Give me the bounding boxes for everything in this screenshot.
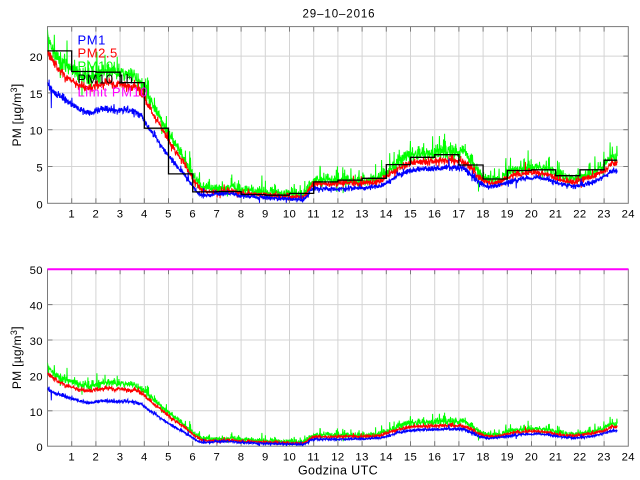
svg-text:7: 7 — [214, 452, 221, 464]
svg-text:10: 10 — [283, 452, 296, 464]
svg-text:8: 8 — [238, 452, 245, 464]
svg-text:6: 6 — [189, 452, 196, 464]
svg-text:PM2.5: PM2.5 — [78, 46, 118, 61]
svg-text:24: 24 — [622, 452, 635, 464]
svg-text:23: 23 — [597, 452, 610, 464]
svg-text:PM10 1h: PM10 1h — [78, 72, 134, 87]
svg-text:15: 15 — [30, 89, 43, 101]
svg-text:9: 9 — [262, 209, 269, 221]
svg-text:18: 18 — [476, 452, 489, 464]
svg-text:21: 21 — [549, 209, 562, 221]
svg-text:14: 14 — [380, 209, 393, 221]
svg-text:6: 6 — [189, 209, 196, 221]
svg-text:5: 5 — [165, 452, 172, 464]
svg-text:3: 3 — [117, 209, 124, 221]
svg-text:11: 11 — [307, 452, 320, 464]
svg-text:40: 40 — [30, 301, 43, 313]
svg-text:1: 1 — [68, 209, 75, 221]
svg-text:12: 12 — [331, 452, 344, 464]
svg-text:4: 4 — [141, 209, 148, 221]
svg-text:22: 22 — [573, 209, 586, 221]
svg-text:10: 10 — [30, 407, 43, 419]
svg-text:Godzina UTC: Godzina UTC — [298, 464, 378, 478]
svg-text:15: 15 — [404, 209, 417, 221]
svg-text:12: 12 — [331, 209, 344, 221]
svg-text:7: 7 — [214, 209, 221, 221]
svg-text:Limit PM10: Limit PM10 — [78, 85, 149, 100]
svg-text:5: 5 — [165, 209, 172, 221]
svg-text:13: 13 — [355, 209, 368, 221]
svg-text:16: 16 — [428, 209, 441, 221]
svg-text:50: 50 — [30, 265, 43, 277]
svg-text:24: 24 — [622, 209, 635, 221]
svg-text:23: 23 — [597, 209, 610, 221]
svg-text:11: 11 — [307, 209, 320, 221]
svg-text:20: 20 — [30, 52, 43, 64]
svg-text:17: 17 — [452, 452, 465, 464]
svg-text:16: 16 — [428, 452, 441, 464]
svg-text:4: 4 — [141, 452, 148, 464]
svg-text:10: 10 — [30, 126, 43, 138]
svg-text:29–10–2016: 29–10–2016 — [303, 9, 376, 21]
svg-text:21: 21 — [549, 452, 562, 464]
svg-text:10: 10 — [283, 209, 296, 221]
svg-text:17: 17 — [452, 209, 465, 221]
svg-text:PM1: PM1 — [78, 33, 106, 48]
svg-text:PM10: PM10 — [78, 59, 114, 74]
svg-text:8: 8 — [238, 209, 245, 221]
svg-text:30: 30 — [30, 336, 43, 348]
svg-text:2: 2 — [93, 209, 100, 221]
svg-text:15: 15 — [404, 452, 417, 464]
svg-text:0: 0 — [36, 199, 43, 211]
svg-text:2: 2 — [93, 452, 100, 464]
svg-text:20: 20 — [30, 371, 43, 383]
svg-text:PM [µg/m3]: PM [µg/m3] — [9, 326, 24, 389]
svg-text:0: 0 — [36, 442, 43, 454]
svg-text:18: 18 — [476, 209, 489, 221]
svg-text:20: 20 — [525, 209, 538, 221]
svg-text:14: 14 — [380, 452, 393, 464]
svg-text:13: 13 — [355, 452, 368, 464]
svg-text:22: 22 — [573, 452, 586, 464]
svg-text:1: 1 — [68, 452, 75, 464]
svg-text:19: 19 — [501, 452, 514, 464]
svg-text:19: 19 — [501, 209, 514, 221]
svg-text:5: 5 — [36, 163, 43, 175]
svg-text:3: 3 — [117, 452, 124, 464]
svg-text:PM [µg/m3]: PM [µg/m3] — [9, 83, 24, 146]
svg-text:9: 9 — [262, 452, 269, 464]
svg-text:20: 20 — [525, 452, 538, 464]
